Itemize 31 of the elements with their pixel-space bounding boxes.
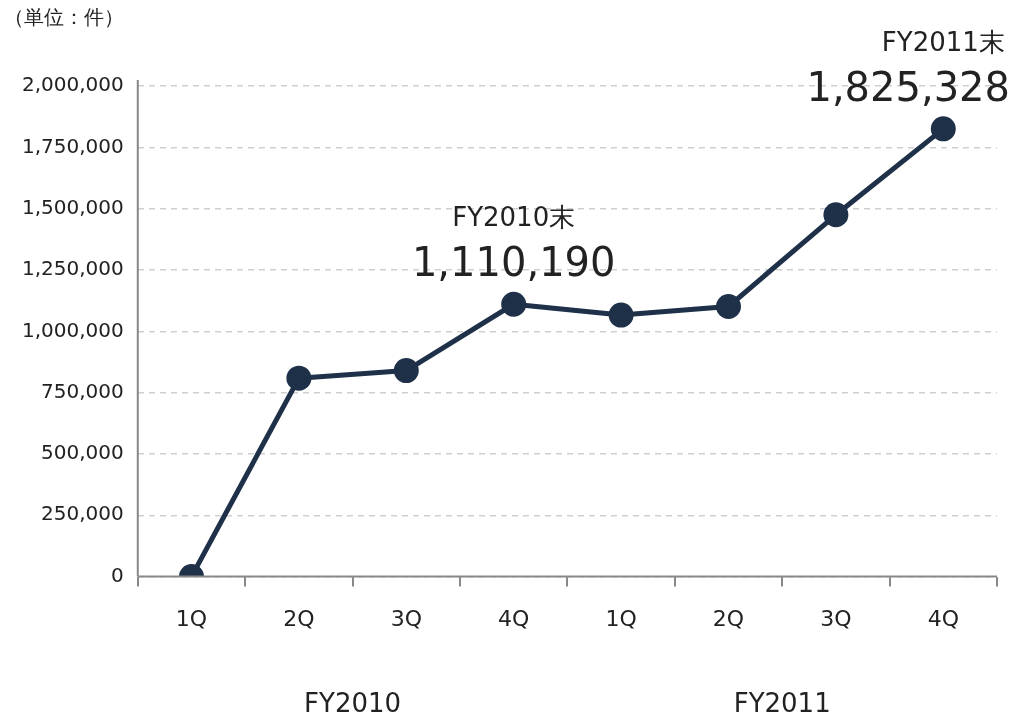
text: FY2011末 (881, 26, 1005, 57)
text: FY2010 (304, 688, 402, 718)
point (823, 202, 849, 228)
point (930, 116, 956, 142)
x-tick-label: 2Q (712, 605, 745, 631)
y-tick-label: 1,250,000 (21, 256, 124, 281)
data-label: 1,825,328 (806, 63, 1010, 110)
y-tick-label: 250,000 (41, 501, 124, 526)
point (716, 294, 741, 320)
y-tick-label: 2,000,000 (21, 72, 124, 97)
x-tick-label: 3Q (390, 605, 422, 631)
y-tick-label: 0 (111, 562, 124, 587)
point (501, 291, 527, 317)
text: FY2011 (733, 688, 831, 718)
y-tick-label: 750,000 (41, 378, 124, 403)
y-tick-label: 1,000,000 (21, 317, 124, 342)
point (286, 365, 312, 391)
x-tick-label: 4Q (498, 605, 530, 631)
y-tick-label: 1,750,000 (21, 133, 124, 158)
x-tick-label: 1Q (605, 605, 637, 631)
point (608, 302, 634, 328)
y-tick-label: 500,000 (41, 440, 124, 465)
x-tick-label: 3Q (820, 605, 852, 631)
annotation: FY2010末 (452, 202, 576, 233)
y-tick-label: 1,500,000 (21, 194, 124, 219)
x-tick-label: 4Q (927, 605, 959, 631)
x-tick-label: 2Q (283, 605, 315, 631)
data-label: 1,110,190 (411, 239, 616, 286)
x-tick-label: 1Q (175, 605, 208, 631)
point (393, 358, 419, 384)
text: （単位：件） (4, 4, 124, 31)
